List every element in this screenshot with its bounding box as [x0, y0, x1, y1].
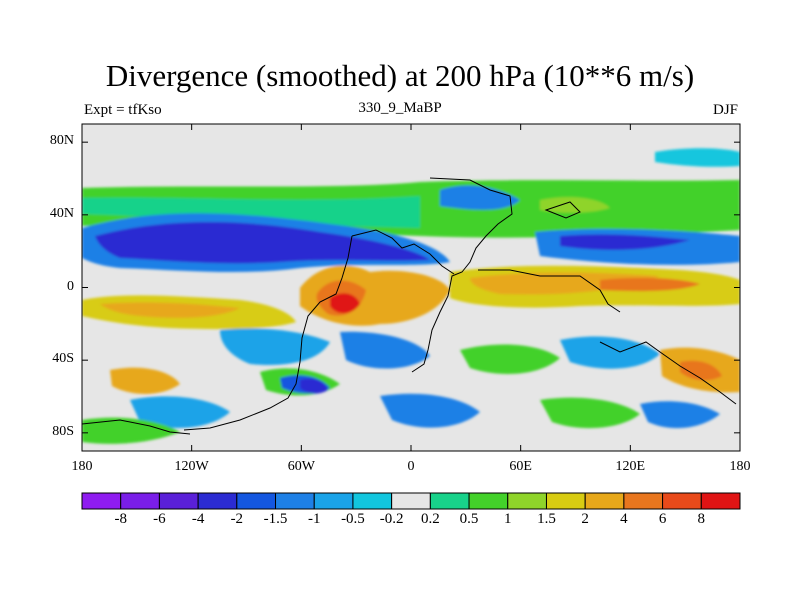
colorbar-swatch: [313, 492, 354, 510]
lon-tick-label: 60E: [509, 459, 532, 474]
colorbar-swatch: [120, 492, 160, 510]
colorbar-swatch: [275, 492, 315, 510]
colorbar-label: 1: [504, 511, 512, 527]
colorbar-swatch: [584, 492, 625, 510]
lon-tick-label: 0: [407, 459, 415, 474]
colorbar-label: 0.2: [420, 511, 440, 527]
colorbar-swatch: [391, 492, 431, 510]
colorbar-swatch: [81, 492, 122, 510]
lat-tick-label: 0: [67, 278, 74, 294]
colorbar-swatch: [545, 492, 586, 510]
divergence-field: [82, 124, 740, 451]
colorbar-label: -1: [307, 511, 321, 527]
colorbar-swatch: [197, 492, 238, 510]
lon-tick-label: 180: [729, 459, 751, 474]
lon-tick-label: 60W: [287, 459, 315, 474]
colorbar-swatch: [700, 492, 741, 510]
lat-tick-label: 80N: [49, 133, 74, 149]
colorbar-swatch: [468, 492, 509, 510]
colorbar-swatch: [623, 492, 664, 510]
colorbar-label: -0.5: [341, 511, 365, 527]
lat-tick-label: 80S: [52, 423, 74, 439]
map-title: Divergence (smoothed) at 200 hPa (10**6 …: [105, 58, 695, 93]
colorbar-label: -6: [153, 511, 166, 527]
lat-tick-label: 40S: [52, 351, 74, 367]
case-label: 330_9_MaBP: [358, 100, 442, 116]
colorbar-label: 2: [581, 511, 589, 527]
colorbar-label: -0.2: [379, 511, 404, 527]
colorbar-swatch: [507, 492, 547, 510]
colorbar-label: 1.5: [537, 511, 556, 527]
colorbar-swatch: [662, 492, 702, 510]
colorbar-swatch: [352, 492, 393, 510]
continent-outlines: [82, 177, 737, 435]
colorbar-label: 0.5: [459, 511, 479, 527]
colorbar-swatch: [236, 492, 277, 510]
colorbar-label: -1.5: [263, 511, 288, 527]
colorbar-label: -4: [191, 511, 205, 527]
colorbar-swatch: [158, 492, 199, 510]
lon-tick-label: 120E: [615, 459, 646, 474]
colorbar-label: -2: [230, 511, 244, 527]
season-label: DJF: [712, 102, 738, 118]
experiment-label: Expt = tfKso: [84, 102, 162, 118]
colorbar-swatch: [429, 492, 470, 510]
colorbar-label: 4: [620, 511, 628, 527]
colorbar-label: 6: [658, 511, 667, 527]
colorbar-label: 8: [697, 511, 706, 527]
lon-tick-label: 120W: [174, 459, 209, 474]
lat-tick-label: 40N: [49, 205, 74, 221]
colorbar: [81, 492, 741, 510]
lon-tick-label: 180: [71, 459, 93, 474]
colorbar-label: -8: [114, 511, 127, 527]
